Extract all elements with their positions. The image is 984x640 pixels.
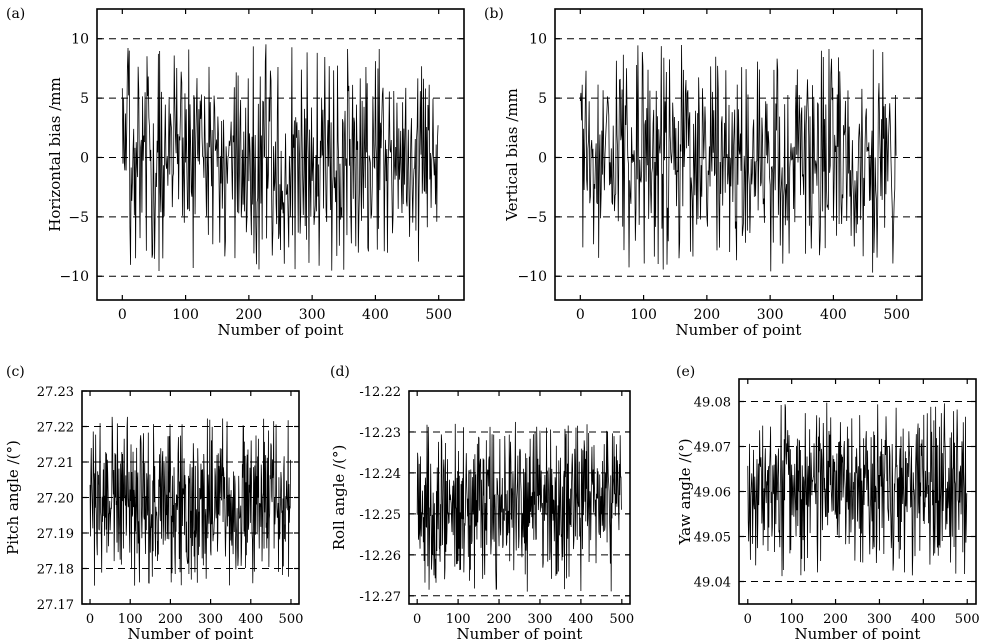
x-tick-label: 300: [299, 307, 326, 323]
x-tick-label: 300: [198, 612, 223, 627]
panel-label: (e): [676, 364, 695, 380]
y-tick-label: -12.26: [359, 549, 401, 564]
y-tick-label: 49.04: [694, 576, 731, 591]
x-tick-label: 400: [238, 612, 263, 627]
x-tick-label: 400: [820, 307, 847, 323]
y-tick-label: 49.06: [694, 486, 731, 501]
y-tick-label: 5: [80, 91, 89, 107]
y-tick-label: -12.23: [359, 426, 401, 441]
x-tick-label: 500: [279, 612, 304, 627]
y-tick-label: −10: [59, 269, 89, 285]
y-tick-label: 27.17: [37, 598, 74, 613]
y-tick-label: 10: [529, 32, 547, 48]
x-tick-label: 0: [744, 612, 752, 627]
x-tick-label: 100: [779, 612, 804, 627]
y-tick-label: -12.24: [359, 467, 401, 482]
y-tick-label: 27.20: [37, 492, 74, 507]
y-tick-label: 27.23: [37, 385, 74, 400]
x-tick-label: 200: [487, 612, 512, 627]
y-tick-label: −5: [68, 210, 89, 226]
x-tick-label: 200: [823, 612, 848, 627]
plot-frame: [96, 8, 465, 301]
y-tick-label: -12.25: [359, 508, 401, 523]
x-tick-label: 200: [235, 307, 262, 323]
x-tick-label: 100: [172, 307, 199, 323]
x-tick-label: 200: [158, 612, 183, 627]
y-tick-label: 0: [538, 150, 547, 166]
chart-panel-d: (d) 0 100 200 300 400 500 -12.27 -12.26 -12.25 -12…: [330, 364, 634, 640]
y-tick-label: 10: [71, 32, 89, 48]
y-tick-label: 27.18: [37, 563, 74, 578]
x-tick-label: 400: [911, 612, 936, 627]
panel-label: (b): [484, 6, 504, 22]
x-axis-label: Number of point: [676, 321, 802, 339]
chart-panel-b: (b) 0 100 200 300 400 500 −10 −5 0 5 10 Number of po…: [484, 6, 923, 339]
chart-panel-a: (a) 0 100 200 300 400 500 −10 −5 0 5 10 Number of po…: [6, 6, 465, 339]
panel-label: (d): [330, 364, 350, 380]
x-tick-label: 0: [413, 612, 421, 627]
panel-label: (c): [6, 364, 25, 380]
y-tick-label: −5: [526, 210, 547, 226]
x-tick-label: 300: [757, 307, 784, 323]
y-tick-label: -12.27: [359, 590, 401, 605]
x-tick-label: 300: [867, 612, 892, 627]
x-axis-label: Number of point: [795, 625, 921, 640]
x-tick-label: 100: [446, 612, 471, 627]
data-series-line: [121, 44, 439, 272]
x-tick-label: 400: [568, 612, 593, 627]
panel-label: (a): [6, 6, 25, 22]
x-tick-label: 500: [609, 612, 634, 627]
x-tick-label: 100: [118, 612, 143, 627]
x-tick-label: 300: [528, 612, 553, 627]
x-axis-label: Number of point: [457, 625, 583, 640]
y-tick-label: −10: [517, 269, 547, 285]
data-series-line: [579, 45, 897, 273]
x-axis-label: Number of point: [128, 625, 254, 640]
chart-panel-c: (c) 0 100 200 300 400 500 27.17 27.18 27.19 27.20 2…: [4, 364, 303, 640]
plot-frame: [408, 390, 631, 605]
y-axis-label: Roll angle /(°): [330, 445, 348, 551]
y-tick-label: 27.21: [37, 456, 74, 471]
x-tick-label: 0: [86, 612, 94, 627]
y-axis-label: Pitch angle /(°): [4, 440, 22, 555]
y-tick-label: 49.08: [694, 396, 731, 411]
y-tick-label: 27.19: [37, 527, 74, 542]
data-series-line: [747, 402, 968, 577]
plot-frame: [554, 8, 923, 301]
y-tick-label: 0: [80, 150, 89, 166]
data-series-line: [89, 416, 291, 586]
y-tick-label: -12.22: [359, 385, 401, 400]
y-tick-label: 49.05: [694, 531, 731, 546]
y-tick-label: 27.22: [37, 421, 74, 436]
y-tick-label: 49.07: [694, 441, 731, 456]
x-tick-label: 500: [425, 307, 452, 323]
y-axis-label: Vertical bias /mm: [503, 88, 521, 222]
y-tick-label: 5: [538, 91, 547, 107]
chart-panel-e: (e) 0 100 200 300 400 500 49.04 49.05 49.06 49.07 4…: [676, 364, 980, 640]
data-series-line: [416, 421, 622, 592]
x-tick-label: 500: [955, 612, 980, 627]
x-axis-label: Number of point: [218, 321, 344, 339]
x-tick-label: 0: [118, 307, 127, 323]
x-tick-label: 0: [576, 307, 585, 323]
x-tick-label: 200: [693, 307, 720, 323]
y-axis-label: Horizontal bias /mm: [46, 77, 64, 232]
x-tick-label: 400: [362, 307, 389, 323]
x-tick-label: 500: [883, 307, 910, 323]
x-tick-label: 100: [630, 307, 657, 323]
y-axis-label: Yaw angle /(°): [676, 438, 694, 545]
